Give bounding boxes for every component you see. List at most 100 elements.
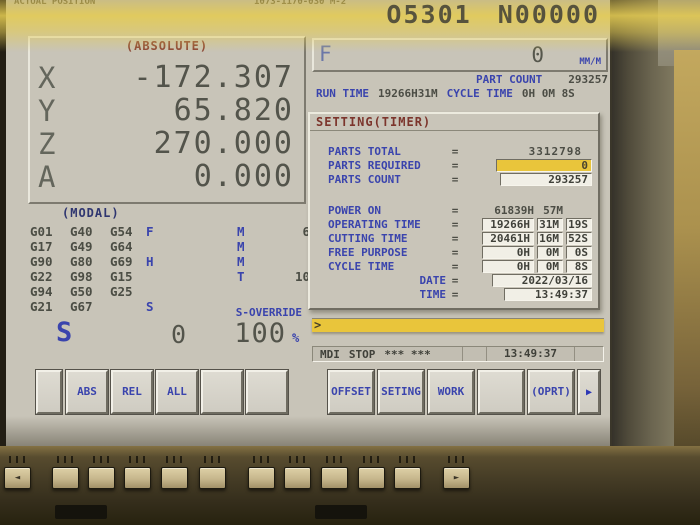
- modal-value: 10: [294, 269, 310, 284]
- key-connector-marks: [289, 456, 306, 463]
- timer-value-text: 57M: [543, 203, 563, 217]
- modal-gcode: G22: [30, 269, 53, 284]
- percent-sign: %: [292, 331, 300, 345]
- modal-letter: M: [237, 254, 245, 269]
- timer-value-field[interactable]: 16M: [537, 231, 563, 245]
- bezel-right-highlight: [674, 50, 700, 446]
- bezel-softkey[interactable]: [284, 467, 311, 489]
- timer-value-field[interactable]: 0H: [482, 259, 534, 273]
- modal-letter: S: [146, 299, 154, 314]
- timer-value-field[interactable]: 19S: [566, 217, 592, 231]
- softkey-blank[interactable]: [201, 370, 243, 414]
- timer-value-field[interactable]: 52S: [566, 231, 592, 245]
- menu-left-icon[interactable]: ◄: [4, 467, 31, 489]
- timer-value-field[interactable]: 2022/03/16: [492, 273, 592, 287]
- bezel-softkey[interactable]: [88, 467, 115, 489]
- command-input-bar[interactable]: >: [312, 318, 604, 332]
- timer-label: PARTS COUNT: [328, 172, 401, 186]
- timer-value-field[interactable]: 0S: [566, 245, 592, 259]
- bezel-left-edge: [0, 0, 6, 446]
- spindle-override-value: 100: [234, 318, 286, 349]
- timer-value-field[interactable]: 19266H: [482, 217, 534, 231]
- softkey-menu-return[interactable]: [36, 370, 62, 414]
- axis-row: Y 65.820: [38, 93, 294, 126]
- status-mode: MDI: [320, 347, 340, 361]
- timer-label: DATE: [419, 273, 447, 287]
- axis-row: Z 270.000: [38, 126, 294, 159]
- axis-row: A 0.000: [38, 159, 294, 192]
- timer-value: 3312798: [462, 145, 592, 158]
- timer-window-title: SETTING(TIMER): [310, 114, 598, 131]
- softkey-blank[interactable]: [478, 370, 524, 414]
- modal-letter: M: [237, 224, 245, 239]
- key-connector-marks: [204, 456, 221, 463]
- timer-row: CUTTING TIME = 20461H 16M 52S: [322, 231, 592, 245]
- softkey-work[interactable]: WORK: [428, 370, 474, 414]
- softkey-oprt[interactable]: (OPRT): [528, 370, 574, 414]
- softkey-menu-continue[interactable]: ▶: [578, 370, 600, 414]
- timer-value: 13:49:37: [462, 287, 592, 301]
- axis-letter: X: [38, 61, 56, 95]
- modal-gcode: G98: [70, 269, 93, 284]
- status-spacer: [463, 347, 487, 361]
- modal-gcode: G25: [110, 284, 133, 299]
- timer-value-text: 3312798: [528, 144, 582, 158]
- modal-row: G21 G67 S: [6, 299, 312, 314]
- key-connector-marks: [399, 456, 416, 463]
- softkey-all[interactable]: ALL: [156, 370, 198, 414]
- equals-sign: =: [451, 172, 459, 186]
- equals-sign: =: [451, 217, 459, 231]
- lower-key-top: [55, 505, 107, 519]
- timer-label: CUTTING TIME: [328, 231, 408, 245]
- modal-gcode: G67: [70, 299, 93, 314]
- softkey-seting[interactable]: SETING: [378, 370, 424, 414]
- modal-gcode: G64: [110, 239, 133, 254]
- bezel-softkey[interactable]: [358, 467, 385, 489]
- part-count-label: PART COUNT: [476, 73, 543, 86]
- bezel-softkey[interactable]: [124, 467, 151, 489]
- bezel-softkey[interactable]: [394, 467, 421, 489]
- bezel-softkey[interactable]: [161, 467, 188, 489]
- timer-value-field[interactable]: 0: [496, 158, 592, 172]
- timer-value-field[interactable]: 0M: [537, 245, 563, 259]
- program-number: O5301: [386, 0, 472, 29]
- axis-letter: Y: [38, 94, 56, 128]
- modal-row: G22 G98 G15 T 10: [6, 269, 312, 284]
- timer-value-field[interactable]: 0M: [537, 259, 563, 273]
- softkey-abs[interactable]: ABS: [66, 370, 108, 414]
- bezel-softkey[interactable]: [248, 467, 275, 489]
- softkey-blank[interactable]: [246, 370, 288, 414]
- softkey-rel[interactable]: REL: [111, 370, 153, 414]
- equals-sign: =: [451, 273, 459, 287]
- modal-row: G17 G49 G64 M: [6, 239, 312, 254]
- run-time-value: 19266H31M: [377, 87, 438, 100]
- timer-value-field[interactable]: 20461H: [482, 231, 534, 245]
- timer-value: 61839H 57M: [462, 204, 592, 217]
- bezel-softkey[interactable]: [52, 467, 79, 489]
- timer-value-field[interactable]: 31M: [537, 217, 563, 231]
- bezel-softkey[interactable]: [321, 467, 348, 489]
- key-connector-marks: [93, 456, 110, 463]
- modal-letter: M: [237, 239, 245, 254]
- bezel-softkey[interactable]: [199, 467, 226, 489]
- softkey-row: ABS REL ALL OFFSET SETING WORK (OPRT) ▶: [6, 368, 612, 418]
- equals-sign: =: [451, 259, 459, 273]
- timer-label: FREE PURPOSE: [328, 245, 408, 259]
- spindle-letter: S: [56, 317, 73, 348]
- modal-gcode: G40: [70, 224, 93, 239]
- timer-value-field[interactable]: 8S: [566, 259, 592, 273]
- timer-value: 0H 0M 8S: [462, 259, 592, 273]
- axis-value: 270.000: [153, 126, 294, 161]
- softkey-offset[interactable]: OFFSET: [328, 370, 374, 414]
- timer-value-field[interactable]: 13:49:37: [504, 287, 592, 301]
- modal-letter: F: [146, 224, 154, 239]
- timer-value-field[interactable]: 293257: [500, 172, 592, 186]
- menu-right-icon[interactable]: ►: [443, 467, 470, 489]
- run-time-label: RUN TIME: [316, 87, 369, 100]
- modal-gcode: G17: [30, 239, 53, 254]
- timer-label: PARTS REQUIRED: [328, 158, 421, 172]
- timer-value-field[interactable]: 0H: [482, 245, 534, 259]
- program-header: O5301 N00000: [386, 0, 600, 29]
- cycle-time-label: CYCLE TIME: [446, 87, 513, 100]
